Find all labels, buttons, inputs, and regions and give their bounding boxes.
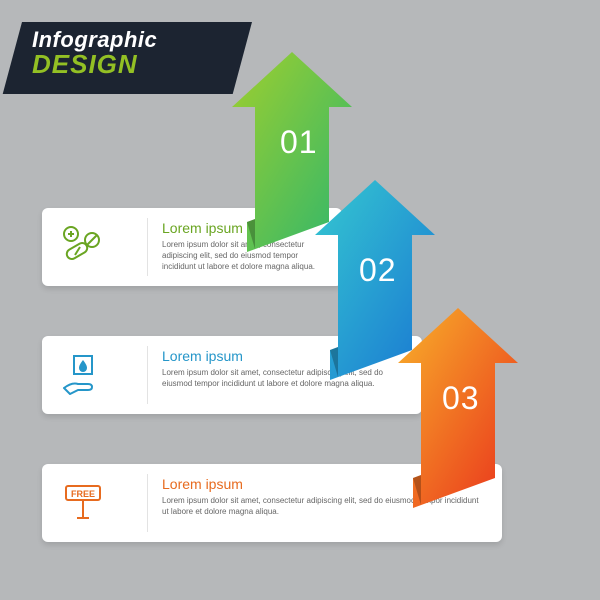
header-line2: DESIGN <box>32 51 157 78</box>
step-arrow-3: 03 <box>398 308 518 508</box>
free-sign-icon: FREE <box>58 478 108 528</box>
bar-divider <box>147 474 148 532</box>
pills-icon <box>58 222 108 272</box>
header-line1: Infographic <box>32 28 157 51</box>
step-number: 01 <box>280 124 318 161</box>
svg-text:FREE: FREE <box>71 489 95 499</box>
hand-drop-icon <box>58 350 108 400</box>
step-number: 03 <box>442 380 480 417</box>
infographic-canvas: Infographic DESIGN Lorem ipsum Lorem ips… <box>0 0 600 600</box>
bar-divider <box>147 218 148 276</box>
bar-divider <box>147 346 148 404</box>
header-text: Infographic DESIGN <box>32 28 157 78</box>
step-number: 02 <box>359 252 397 289</box>
